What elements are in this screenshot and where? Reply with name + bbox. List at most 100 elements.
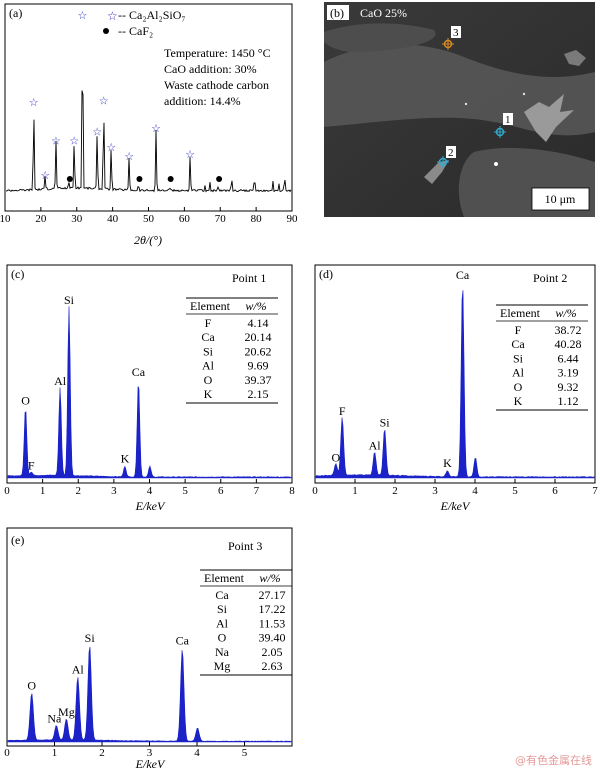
peak-star-icon: ☆ [69, 135, 79, 147]
point-label-box [503, 113, 513, 125]
x-tick-label: 90 [287, 213, 299, 225]
table-cell-element: O [514, 380, 523, 394]
table-cell-value: 6.44 [558, 351, 579, 365]
x-tick-label: 3 [147, 747, 153, 759]
table-cell-value: 39.40 [259, 631, 286, 645]
point-title: Point 2 [533, 271, 567, 285]
table-cell-element: Na [215, 645, 230, 659]
table-cell-value: 11.53 [259, 616, 286, 630]
point-marker-1: 1 [494, 113, 513, 138]
peak-label: Al [72, 663, 85, 677]
peak-label: Ca [456, 268, 470, 282]
peak-label: K [121, 451, 130, 465]
sem-dendrite [524, 94, 574, 142]
x-axis-label: E/keV [135, 499, 166, 513]
x-tick-label: 7 [254, 485, 260, 497]
panel-label: (e) [11, 533, 24, 547]
table-cell-value: 2.15 [248, 387, 269, 401]
x-tick-label: 2 [76, 485, 82, 497]
peak-label: Si [64, 293, 75, 307]
table-header: w/% [555, 306, 576, 320]
peak-star-icon: ☆ [151, 123, 161, 135]
watermark: @有色金属在线 [515, 754, 592, 767]
table-cell-value: 39.37 [245, 373, 272, 387]
peak-label: F [339, 404, 346, 418]
table-cell-value: 2.05 [262, 645, 283, 659]
peak-label: Ca [132, 365, 146, 379]
info-line: Temperature: 1450 °C [164, 46, 271, 60]
peak-label: O [331, 450, 340, 464]
x-tick-label: 7 [592, 485, 598, 497]
peak-label: F [28, 458, 35, 472]
legend-dot-icon [103, 28, 109, 34]
table-cell-value: 20.62 [245, 344, 272, 358]
peak-label: O [27, 678, 36, 692]
x-tick-label: 60 [179, 213, 191, 225]
point-marker-2: 2 [437, 146, 456, 168]
eds-panel-d: (d) Point 2 0 1 2 3 4 5 6 7 O F Al Si K Ca Element w/%… [310, 262, 600, 517]
table-header: Element [190, 299, 231, 313]
x-tick-label: 10 [0, 213, 11, 225]
table-cell-value: 1.12 [558, 394, 579, 408]
peak-label: Mg [58, 705, 75, 719]
spectrum-series [7, 306, 292, 479]
table-cell-element: Si [513, 351, 524, 365]
table-cell-value: 3.19 [558, 366, 579, 380]
point-label: 2 [448, 147, 454, 159]
peak-label: Na [47, 711, 62, 725]
peak-star-icon: ☆ [99, 95, 109, 107]
xrd-marks: 10 20 30 40 50 60 70 80 90 ☆ ☆ ☆ ☆ ☆ ☆ ☆ ☆ ☆ ☆ ☆ [0, 10, 298, 225]
point-marker-3: 3 [442, 26, 461, 50]
table-cell-element: Mg [214, 659, 231, 673]
plot-frame [314, 264, 596, 484]
table-cell-element: Al [216, 616, 229, 630]
table-cell-value: 38.72 [555, 323, 582, 337]
info-text: Temperature: 1450 °C CaO addition: 30% W… [164, 46, 271, 108]
table-cell-element: Al [202, 359, 215, 373]
table-cell-element: Ca [511, 337, 525, 351]
peak-dot-icon [136, 176, 143, 182]
point-label: 3 [453, 27, 459, 39]
x-tick-label: 4 [147, 485, 153, 497]
panel-label: (d) [319, 267, 333, 281]
table-cell-value: 2.63 [262, 659, 283, 673]
info-line: Waste cathode carbon [164, 78, 269, 92]
x-tick-label: 0 [312, 485, 318, 497]
peak-label: Al [54, 374, 67, 388]
scale-bar-box [531, 187, 590, 211]
x-tick-label: 8 [289, 485, 295, 497]
sem-dendrite [564, 50, 586, 66]
peak-label: O [21, 393, 30, 407]
x-tick-label: 6 [552, 485, 558, 497]
peak-label: Ca [176, 634, 190, 648]
x-tick-label: 1 [40, 485, 46, 497]
x-axis-label: 2θ/(°) [134, 233, 162, 247]
info-line: addition: 14.4% [164, 94, 241, 108]
legend-star-icon: ☆ [107, 9, 118, 23]
sem-grain [324, 23, 436, 53]
composition-table: Element w/% Ca 27.17 Si 17.22 Al 11.53 O 39.40 Na 2… [200, 569, 292, 676]
table-cell-value: 27.17 [259, 588, 286, 602]
x-tick-label: 3 [432, 485, 438, 497]
table-cell-element: Si [203, 344, 214, 358]
sem-particle [494, 162, 498, 166]
scale-bar-label: 10 μm [545, 192, 576, 206]
peak-star-icon: ☆ [51, 135, 61, 147]
peak-dot-icon [216, 176, 223, 182]
table-cell-element: Si [217, 602, 228, 616]
pattern-series [6, 90, 292, 193]
x-tick-label: 6 [218, 485, 224, 497]
sem-title: CaO 25% [360, 6, 407, 20]
peak-star-icon: ☆ [40, 170, 50, 182]
table-cell-value: 9.32 [558, 380, 579, 394]
peak-label: Si [380, 415, 391, 429]
x-tick-label: 4 [194, 747, 200, 759]
x-tick-label: 5 [242, 747, 248, 759]
x-tick-label: 0 [4, 485, 10, 497]
sem-image: (b) CaO 25% 3 1 2 10 μm [324, 2, 595, 217]
table-cell-element: O [218, 631, 227, 645]
table-header: Element [204, 571, 245, 585]
eds-panel-c: (c) Point 1 0 1 2 3 4 5 6 7 8 O F Al Si K Ca Element w/… [0, 262, 300, 517]
